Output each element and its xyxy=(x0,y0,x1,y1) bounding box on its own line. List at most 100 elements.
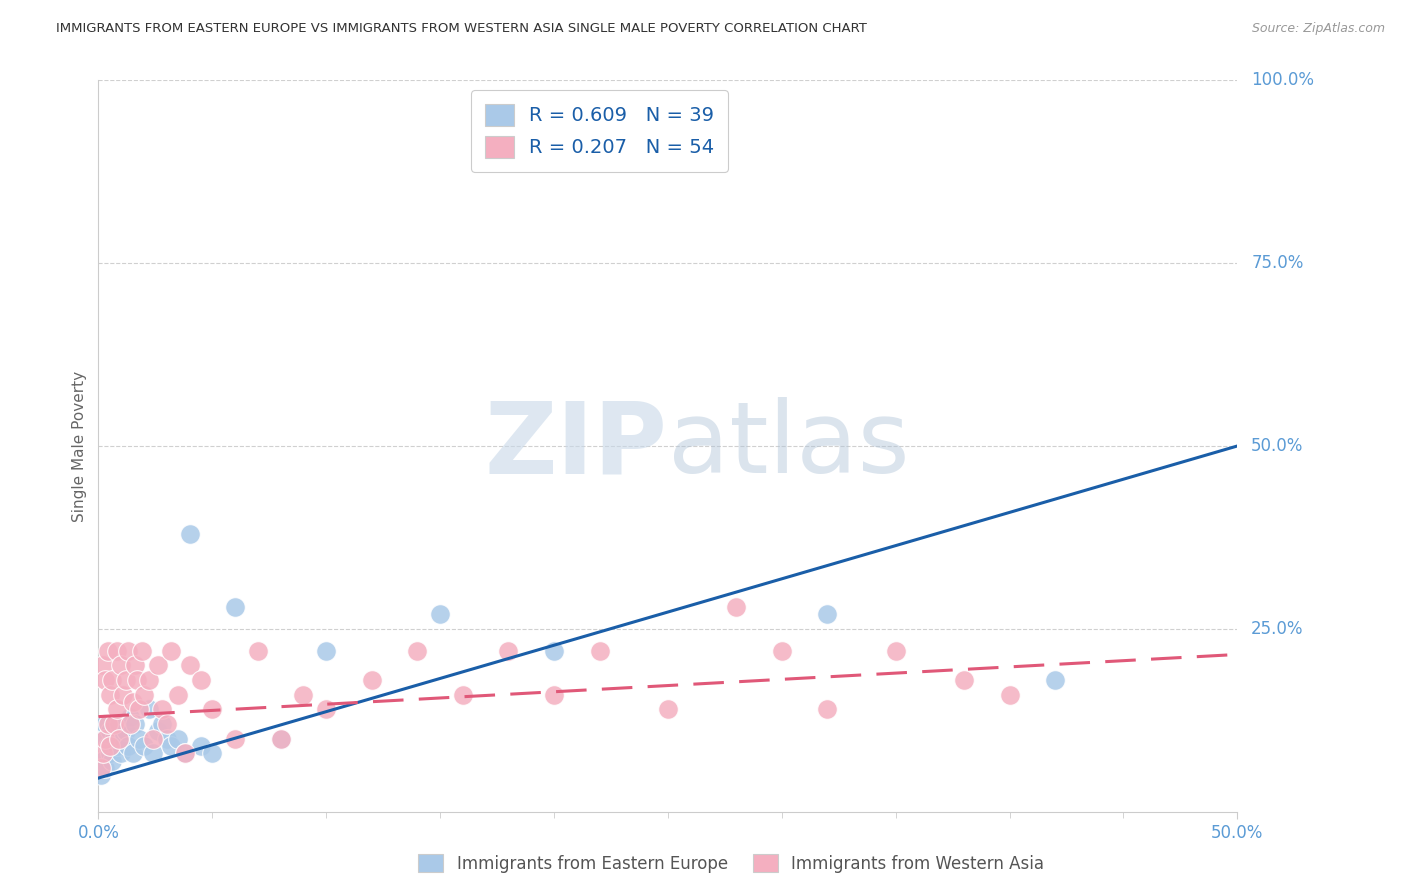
Point xyxy=(174,746,197,760)
Point xyxy=(224,599,246,614)
Point xyxy=(725,599,748,614)
Point xyxy=(128,731,150,746)
Point xyxy=(429,607,451,622)
Text: 100.0%: 100.0% xyxy=(1251,71,1315,89)
Point xyxy=(90,761,112,775)
Point xyxy=(132,688,155,702)
Point xyxy=(98,724,121,739)
Point xyxy=(998,688,1021,702)
Point xyxy=(96,644,118,658)
Point xyxy=(94,761,117,775)
Point xyxy=(110,746,132,760)
Point xyxy=(150,717,173,731)
Point xyxy=(91,658,114,673)
Point xyxy=(138,673,160,687)
Point xyxy=(124,658,146,673)
Point xyxy=(103,731,125,746)
Point xyxy=(201,746,224,760)
Point xyxy=(150,702,173,716)
Point xyxy=(94,717,117,731)
Point xyxy=(91,731,114,746)
Legend: R = 0.609   N = 39, R = 0.207   N = 54: R = 0.609 N = 39, R = 0.207 N = 54 xyxy=(471,90,728,172)
Point xyxy=(121,746,143,760)
Point xyxy=(146,658,169,673)
Point xyxy=(127,673,149,687)
Point xyxy=(657,702,679,716)
Point xyxy=(498,644,520,658)
Point xyxy=(190,739,212,753)
Point xyxy=(114,673,136,687)
Point xyxy=(179,658,201,673)
Point xyxy=(94,731,117,746)
Point xyxy=(94,673,117,687)
Point xyxy=(224,731,246,746)
Point xyxy=(543,644,565,658)
Point xyxy=(588,644,610,658)
Point xyxy=(124,717,146,731)
Point xyxy=(105,702,128,716)
Point xyxy=(270,731,292,746)
Point xyxy=(108,717,131,731)
Point xyxy=(128,702,150,716)
Text: IMMIGRANTS FROM EASTERN EUROPE VS IMMIGRANTS FROM WESTERN ASIA SINGLE MALE POVER: IMMIGRANTS FROM EASTERN EUROPE VS IMMIGR… xyxy=(56,22,868,36)
Point xyxy=(815,702,838,716)
Point xyxy=(101,754,124,768)
Legend: Immigrants from Eastern Europe, Immigrants from Western Asia: Immigrants from Eastern Europe, Immigran… xyxy=(412,847,1050,880)
Point xyxy=(112,731,135,746)
Point xyxy=(167,731,190,746)
Point xyxy=(156,731,179,746)
Point xyxy=(91,746,114,760)
Text: 25.0%: 25.0% xyxy=(1251,620,1303,638)
Point xyxy=(315,644,337,658)
Point xyxy=(190,673,212,687)
Point xyxy=(120,717,142,731)
Point xyxy=(451,688,474,702)
Y-axis label: Single Male Poverty: Single Male Poverty xyxy=(72,370,87,522)
Point xyxy=(160,644,183,658)
Point xyxy=(96,739,118,753)
Point xyxy=(98,739,121,753)
Text: 75.0%: 75.0% xyxy=(1251,254,1303,272)
Point xyxy=(246,644,269,658)
Point xyxy=(105,644,128,658)
Point xyxy=(90,768,112,782)
Point xyxy=(98,688,121,702)
Point xyxy=(146,724,169,739)
Point xyxy=(201,702,224,716)
Point xyxy=(114,724,136,739)
Point xyxy=(406,644,429,658)
Point xyxy=(121,695,143,709)
Point xyxy=(142,746,165,760)
Point xyxy=(167,688,190,702)
Point xyxy=(120,709,142,723)
Text: atlas: atlas xyxy=(668,398,910,494)
Point xyxy=(543,688,565,702)
Point xyxy=(117,739,139,753)
Point xyxy=(953,673,976,687)
Point xyxy=(103,717,125,731)
Point xyxy=(108,731,131,746)
Text: 50.0%: 50.0% xyxy=(1251,437,1303,455)
Point xyxy=(360,673,382,687)
Point xyxy=(160,739,183,753)
Point xyxy=(131,644,153,658)
Point xyxy=(91,754,114,768)
Point xyxy=(105,739,128,753)
Point xyxy=(884,644,907,658)
Point xyxy=(1043,673,1066,687)
Point xyxy=(270,731,292,746)
Point xyxy=(770,644,793,658)
Point xyxy=(101,673,124,687)
Point xyxy=(138,702,160,716)
Text: Source: ZipAtlas.com: Source: ZipAtlas.com xyxy=(1251,22,1385,36)
Point xyxy=(179,526,201,541)
Point xyxy=(98,746,121,760)
Point xyxy=(174,746,197,760)
Point xyxy=(315,702,337,716)
Point xyxy=(156,717,179,731)
Point xyxy=(132,739,155,753)
Point xyxy=(96,717,118,731)
Point xyxy=(112,688,135,702)
Point xyxy=(117,644,139,658)
Text: ZIP: ZIP xyxy=(485,398,668,494)
